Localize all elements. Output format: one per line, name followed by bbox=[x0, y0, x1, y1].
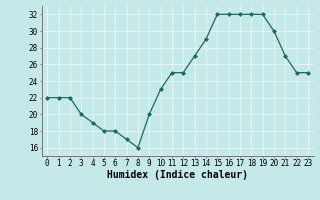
X-axis label: Humidex (Indice chaleur): Humidex (Indice chaleur) bbox=[107, 170, 248, 180]
